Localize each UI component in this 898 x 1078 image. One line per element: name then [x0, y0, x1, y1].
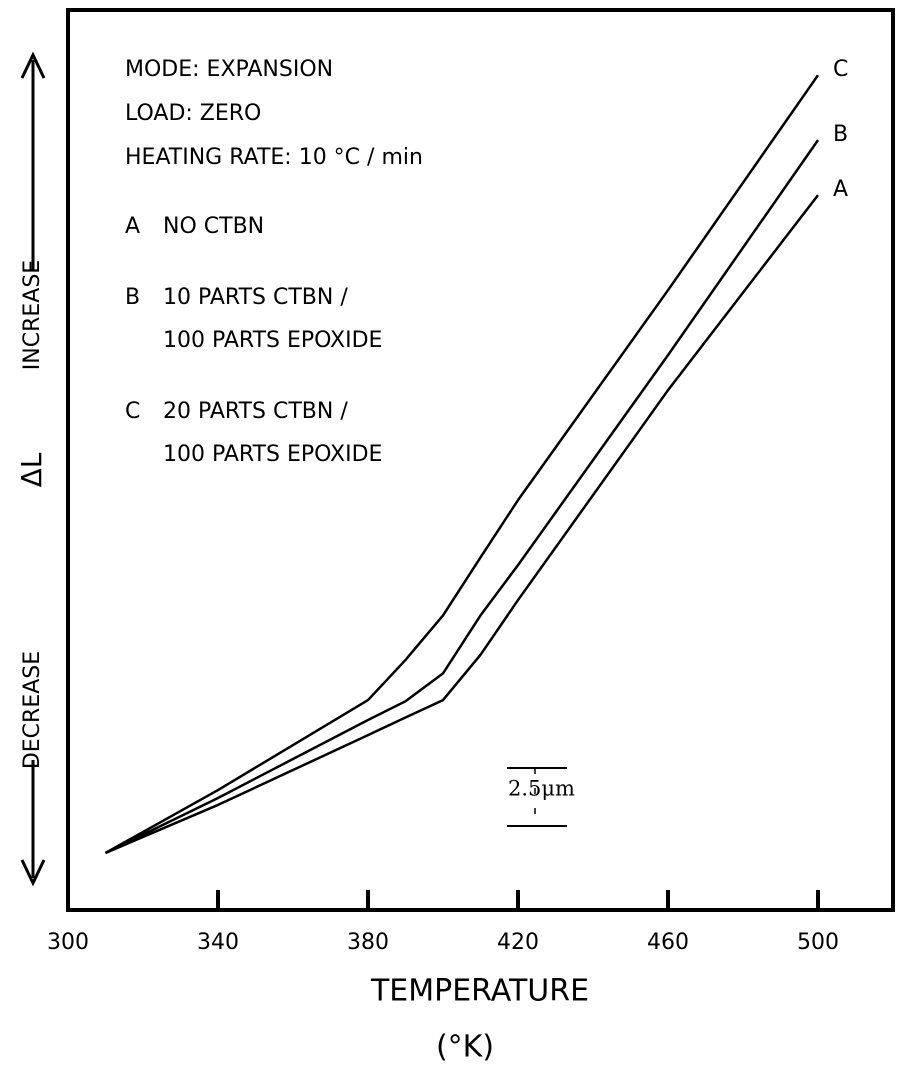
legend-text: 100 PARTS EPOXIDE [163, 328, 382, 353]
x-tick-label: 460 [647, 930, 689, 955]
curve-label: B [833, 122, 848, 147]
arrow-down-head [20, 859, 46, 887]
y-annotations: INCREASE ΔL DECREASE [15, 51, 48, 887]
curve-label: C [833, 57, 848, 82]
legend-text: 100 PARTS EPOXIDE [163, 442, 382, 467]
note: HEATING RATE: 10 °C / min [125, 145, 423, 170]
x-tick-label: 500 [797, 930, 839, 955]
arrow-up-head [20, 51, 46, 79]
legend-key: C [125, 399, 140, 424]
note: MODE: EXPANSION [125, 57, 333, 82]
scale-bar-label: 2.5μm [508, 777, 575, 801]
x-axis-label: TEMPERATURE [370, 974, 589, 1009]
y-increase: INCREASE [20, 260, 45, 370]
x-tick-label: 420 [497, 930, 539, 955]
y-decrease: DECREASE [20, 651, 45, 769]
y-axis-label: ΔL [15, 452, 48, 487]
x-tick-label: 300 [47, 930, 89, 955]
legend-text: 20 PARTS CTBN / [163, 399, 348, 424]
legend-text: NO CTBN [163, 214, 264, 239]
legend-key: B [125, 285, 140, 310]
x-tick-label: 340 [197, 930, 239, 955]
note: LOAD: ZERO [125, 101, 261, 126]
legend-key: A [125, 214, 140, 239]
curve [104, 139, 820, 855]
curve [105, 194, 819, 855]
x-axis-unit: (°K) [436, 1030, 494, 1065]
plot-frame [66, 8, 895, 912]
curve-label: A [833, 177, 848, 202]
x-tick-label: 380 [347, 930, 389, 955]
curve [104, 74, 820, 855]
legend-text: 10 PARTS CTBN / [163, 285, 348, 310]
